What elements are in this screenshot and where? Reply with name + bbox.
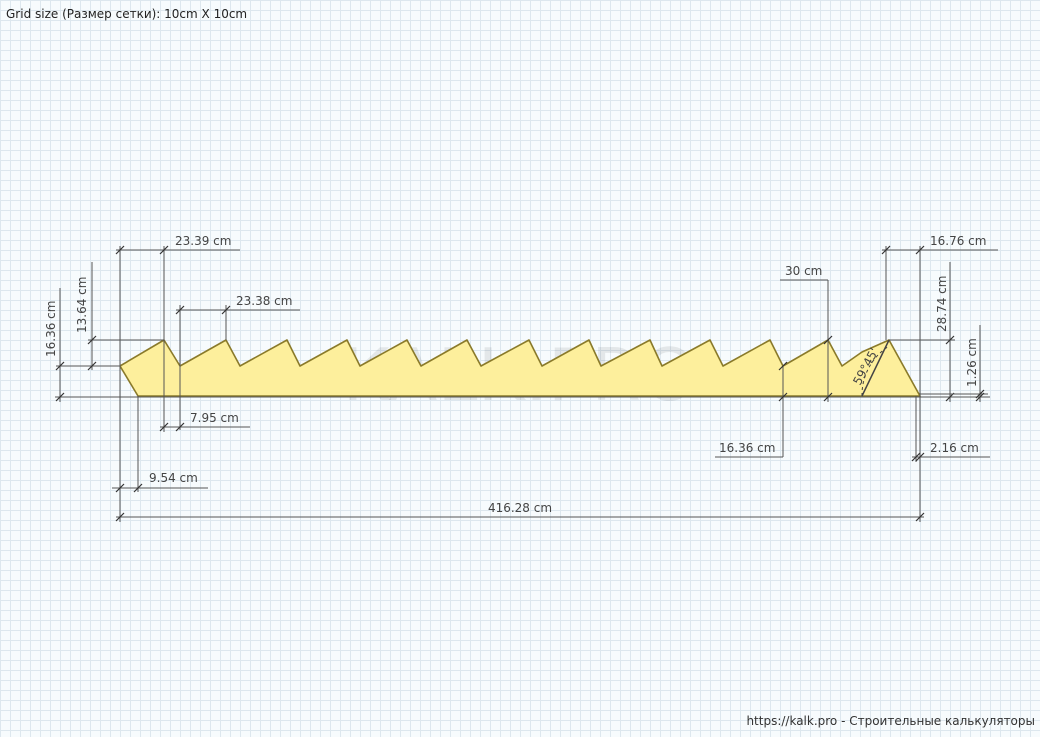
dim-right-small-height: 1.26 cm <box>920 325 988 402</box>
dim-label: 23.39 cm <box>175 234 231 248</box>
dim-label: 30 cm <box>785 264 822 278</box>
dim-right-offset: 2.16 cm <box>911 396 990 462</box>
dim-label: 16.36 cm <box>44 301 58 357</box>
stringer-shape <box>119 339 921 397</box>
dim-label: 7.95 cm <box>190 411 239 425</box>
dim-right-spacing: 30 cm <box>780 264 833 402</box>
dim-label: 2.16 cm <box>930 441 979 455</box>
dim-right-top-width: 16.76 cm <box>881 234 998 396</box>
dim-label: 9.54 cm <box>149 471 198 485</box>
grid-size-label: Grid size (Размер сетки): 10cm X 10cm <box>6 7 248 21</box>
dim-left-tooth-height: 13.64 cm <box>75 262 164 371</box>
dim-label: 16.36 cm <box>719 441 775 455</box>
dim-label: 1.26 cm <box>965 338 979 387</box>
dim-total-length: 416.28 cm <box>115 396 925 522</box>
dim-label: 13.64 cm <box>75 277 89 333</box>
footer-link[interactable]: https://kalk.pro - Строительные калькуля… <box>746 714 1035 728</box>
dim-label: 23.38 cm <box>236 294 292 308</box>
dim-left-height: 16.36 cm <box>44 288 120 402</box>
dim-gap-bottom: 7.95 cm <box>159 340 250 432</box>
dim-right-tooth-height: 16.36 cm <box>715 361 788 458</box>
dim-label: 16.76 cm <box>930 234 986 248</box>
dim-tooth-step: 23.38 cm <box>175 294 300 430</box>
dim-first-tooth-width: 23.39 cm <box>115 234 240 366</box>
dim-label: 416.28 cm <box>488 501 552 515</box>
dim-left-offset: 9.54 cm <box>112 366 208 522</box>
dim-label: 28.74 cm <box>935 276 949 332</box>
